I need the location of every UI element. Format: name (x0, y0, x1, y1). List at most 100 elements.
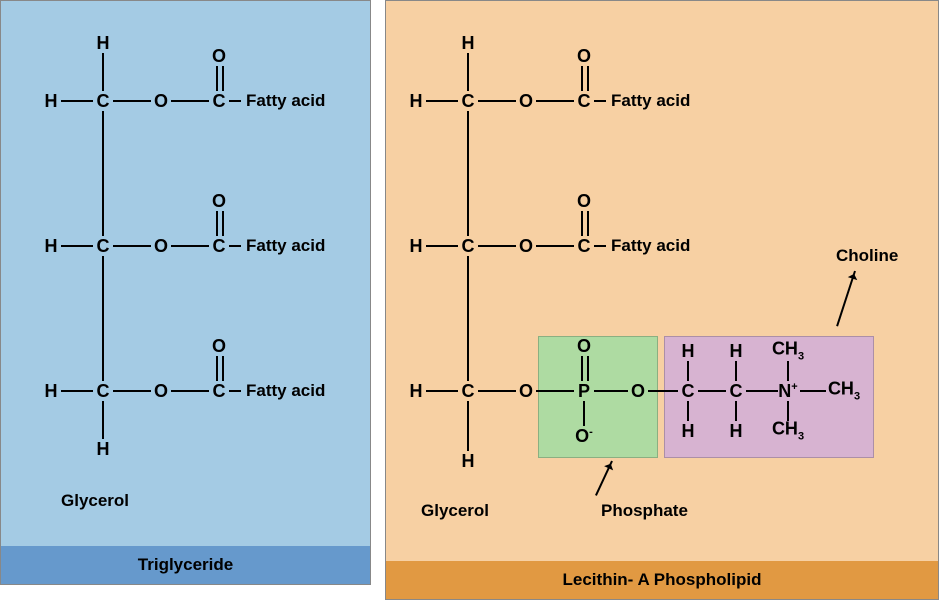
atom-H: H (730, 422, 743, 440)
atom-H: H (97, 440, 110, 458)
bond (113, 390, 151, 392)
atom-P: P (578, 382, 590, 400)
label-choline: Choline (836, 246, 898, 266)
atom-H: H (730, 342, 743, 360)
bond (698, 390, 726, 392)
bond (426, 245, 458, 247)
atom-H: H (45, 92, 58, 110)
atom-O: O (631, 382, 645, 400)
atom-H: H (45, 382, 58, 400)
bond (171, 390, 209, 392)
atom-C: C (578, 92, 591, 110)
atom-H: H (410, 92, 423, 110)
bond (171, 100, 209, 102)
atom-C: C (462, 237, 475, 255)
atom-CH3: CH3 (772, 420, 804, 443)
bond (113, 100, 151, 102)
bond (648, 390, 678, 392)
bond (229, 100, 241, 102)
atom-H: H (462, 34, 475, 52)
atom-C: C (462, 382, 475, 400)
label-fatty-acid: Fatty acid (246, 381, 325, 401)
bond (61, 390, 93, 392)
atom-C: C (97, 382, 110, 400)
bond (467, 53, 469, 91)
atom-O: O (212, 337, 226, 355)
atom-O-minus: O- (575, 427, 593, 445)
bond (735, 361, 737, 381)
lecithin-panel: Lecithin- A Phospholipid H H C O C O Fatty aci… (385, 0, 939, 600)
triglyceride-title: Triglyceride (1, 546, 370, 584)
triglyceride-panel: Triglyceride H H C O C O Fatty acid H C O C O Fatty … (0, 0, 371, 585)
atom-H: H (97, 34, 110, 52)
atom-C: C (682, 382, 695, 400)
label-phosphate: Phosphate (601, 501, 688, 521)
atom-CH3: CH3 (772, 340, 804, 363)
bond (536, 390, 574, 392)
label-glycerol: Glycerol (421, 501, 489, 521)
atom-C: C (578, 237, 591, 255)
lecithin-title: Lecithin- A Phospholipid (386, 561, 938, 599)
bond (478, 390, 516, 392)
bond (102, 53, 104, 91)
atom-C: C (97, 237, 110, 255)
atom-O: O (154, 92, 168, 110)
arrow-choline (836, 271, 856, 327)
atom-H: H (410, 237, 423, 255)
bond (746, 390, 778, 392)
bond (787, 361, 789, 381)
atom-C: C (730, 382, 743, 400)
atom-O: O (154, 237, 168, 255)
atom-O: O (519, 237, 533, 255)
bond (102, 401, 104, 439)
bond (536, 245, 574, 247)
atom-O: O (577, 337, 591, 355)
bond (102, 256, 104, 381)
bond (787, 401, 789, 421)
bond (229, 390, 241, 392)
bond (594, 245, 606, 247)
atom-H: H (682, 342, 695, 360)
atom-C: C (213, 237, 226, 255)
atom-C: C (97, 92, 110, 110)
arrow-phosphate (595, 461, 613, 496)
bond (594, 390, 628, 392)
bond (687, 361, 689, 381)
bond (102, 111, 104, 236)
atom-H: H (45, 237, 58, 255)
bond (61, 245, 93, 247)
bond (467, 111, 469, 236)
bond (426, 390, 458, 392)
label-fatty-acid: Fatty acid (611, 236, 690, 256)
atom-O: O (577, 192, 591, 210)
bond (467, 256, 469, 381)
atom-O: O (519, 92, 533, 110)
atom-O: O (212, 47, 226, 65)
atom-H: H (410, 382, 423, 400)
atom-O: O (577, 47, 591, 65)
bond (687, 401, 689, 421)
bond (735, 401, 737, 421)
bond (426, 100, 458, 102)
atom-O: O (212, 192, 226, 210)
label-fatty-acid: Fatty acid (246, 91, 325, 111)
bond (478, 100, 516, 102)
bond (583, 401, 585, 426)
bond (171, 245, 209, 247)
bond (536, 100, 574, 102)
label-glycerol: Glycerol (61, 491, 129, 511)
bond (800, 390, 826, 392)
bond (113, 245, 151, 247)
bond (594, 100, 606, 102)
atom-C: C (213, 382, 226, 400)
label-fatty-acid: Fatty acid (246, 236, 325, 256)
atom-H: H (682, 422, 695, 440)
label-fatty-acid: Fatty acid (611, 91, 690, 111)
bond (467, 401, 469, 451)
atom-O: O (519, 382, 533, 400)
atom-C: C (462, 92, 475, 110)
atom-CH3: CH3 (828, 380, 860, 403)
atom-H: H (462, 452, 475, 470)
bond (229, 245, 241, 247)
atom-O: O (154, 382, 168, 400)
